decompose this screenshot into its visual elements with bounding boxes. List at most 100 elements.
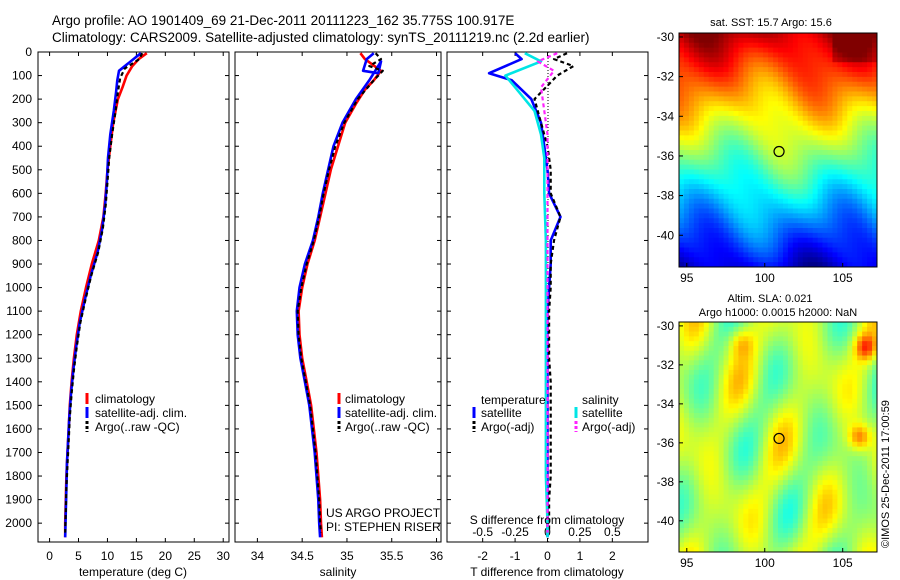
map-cell [842, 398, 848, 404]
map-cell [867, 341, 873, 347]
map-cell [797, 518, 804, 524]
x-tick-label: -1 [510, 549, 521, 563]
map-cell [822, 456, 828, 462]
map-cell [787, 164, 794, 170]
map-cell [679, 389, 685, 395]
map-cell [703, 86, 710, 92]
map-cell [872, 537, 878, 543]
map-cell [852, 189, 858, 195]
map-cell [842, 489, 848, 495]
map-cell [827, 508, 833, 515]
map-cell [758, 208, 764, 214]
map-cell [728, 360, 734, 366]
map-cell [812, 446, 818, 452]
x-tick-label: 2 [609, 549, 616, 563]
map-cell [827, 475, 833, 481]
map-cell [733, 228, 739, 234]
map-cell [753, 218, 759, 224]
map-cell [797, 508, 804, 515]
map-cell [738, 145, 744, 151]
map-cell [728, 91, 734, 97]
map-cell [688, 203, 695, 209]
map-cell [763, 81, 769, 88]
map-cell [753, 365, 759, 371]
map-cell [738, 106, 744, 112]
map-cell [738, 101, 744, 107]
map-cell [872, 465, 878, 471]
map-cell [773, 174, 779, 180]
map-cell [812, 218, 818, 224]
map-cell [773, 57, 779, 63]
map-cell [743, 189, 749, 195]
map-cell [768, 145, 774, 151]
map-cell [708, 417, 715, 424]
map-cell [688, 145, 695, 151]
map-cell [822, 489, 828, 495]
map-cell [679, 374, 685, 380]
map-cell [758, 398, 764, 404]
map-cell [723, 37, 729, 44]
map-cell [862, 33, 868, 39]
map-cell [708, 523, 715, 529]
map-cell [812, 528, 818, 534]
map-cell [693, 154, 700, 161]
map-cell [867, 422, 873, 428]
map-cell [857, 57, 863, 63]
map-cell [758, 408, 764, 414]
map-cell [778, 111, 784, 117]
map-cell [872, 484, 878, 491]
map-cell [817, 247, 823, 253]
map-cell [698, 174, 705, 180]
map-cell [708, 91, 715, 97]
map-cell [782, 398, 789, 404]
map-cell [847, 403, 853, 409]
map-cell [733, 262, 739, 268]
map-cell [753, 57, 759, 63]
map-cell [847, 145, 853, 151]
map-cell [733, 532, 739, 539]
map-cell [782, 470, 789, 476]
map-cell [708, 413, 715, 419]
map-cell [733, 345, 739, 352]
map-cell [773, 456, 779, 462]
map-cell [778, 322, 784, 328]
map-cell [832, 355, 838, 361]
map-cell [847, 504, 853, 510]
map-cell [812, 37, 818, 44]
map-cell [842, 145, 848, 151]
map-cell [862, 159, 868, 166]
map-cell [758, 72, 764, 78]
map-cell [723, 111, 729, 117]
map-cell [857, 150, 863, 156]
map-cell [867, 169, 873, 175]
map-cell [718, 427, 724, 433]
map-cell [748, 369, 754, 376]
map-cell [802, 72, 809, 78]
map-cell [718, 350, 724, 356]
map-cell [698, 52, 705, 58]
map-cell [847, 413, 853, 419]
map-cell [862, 111, 868, 117]
map-cell [792, 101, 799, 107]
map-cell [807, 247, 814, 253]
map-cell [763, 257, 769, 263]
map-cell [683, 336, 690, 342]
map-cell [792, 513, 799, 519]
map-cell [807, 322, 814, 328]
map-cell [743, 164, 749, 170]
map-cell [683, 456, 690, 462]
map-cell [748, 218, 754, 224]
map-cell [787, 494, 794, 500]
map-cell [748, 47, 754, 53]
map-cell [768, 169, 774, 175]
x-tick-label: 35.5 [380, 549, 404, 563]
map-cell [683, 96, 690, 102]
map-cell [718, 62, 724, 68]
map-cell [872, 451, 878, 457]
map-cell [703, 513, 710, 519]
map-cell [802, 437, 809, 443]
map-cell [852, 159, 858, 166]
map-cell [782, 350, 789, 356]
map-cell [688, 169, 695, 175]
x-tick-label: 0 [46, 549, 53, 563]
